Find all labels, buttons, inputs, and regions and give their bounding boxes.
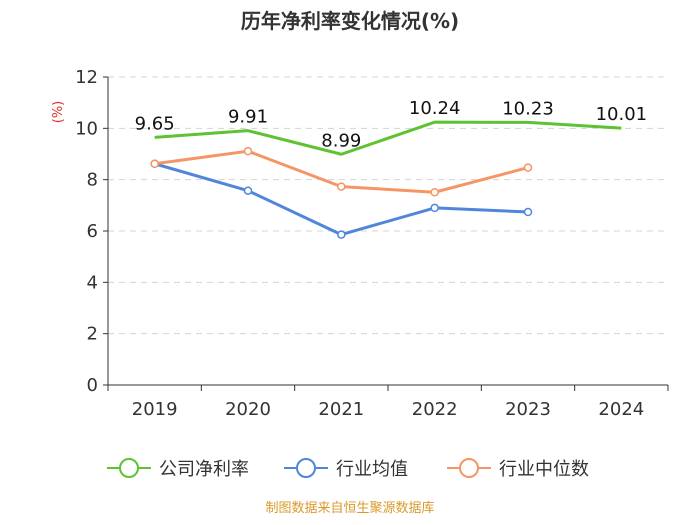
axes: 0 2 4 6 8 10 12 2019 2020 2021 2022 2023 2024 [75, 67, 669, 420]
y-tick-label-8: 8 [87, 170, 98, 191]
x-tick-label-2024: 2024 [598, 399, 644, 420]
point-2-2021[interactable] [337, 182, 346, 191]
point-1-2022[interactable] [430, 203, 439, 213]
y-tick-label-2: 2 [87, 324, 98, 345]
point-1-2021[interactable] [337, 230, 346, 239]
data-label-0-2023: 10.23 [502, 98, 554, 119]
y-axis-unit-label: (%) [51, 101, 66, 124]
y-tick-label-6: 6 [87, 221, 98, 242]
series-lines [150, 120, 622, 239]
x-tick-label-2020: 2020 [225, 399, 271, 420]
point-1-2023[interactable] [523, 207, 533, 217]
data-labels: 9.65 9.91 8.99 10.24 10.23 10.01 [135, 98, 647, 151]
legend-item-2[interactable]: 行业中位数 [447, 458, 589, 480]
y-tick-label-4: 4 [87, 272, 98, 293]
legend-label-1: 行业均值 [336, 459, 408, 480]
legend-swatch-marker-2 [459, 458, 479, 478]
point-2-2022[interactable] [430, 187, 439, 197]
series-0 [154, 120, 622, 156]
series-line-1 [154, 162, 529, 237]
point-2-2020[interactable] [243, 146, 253, 156]
data-label-0-2022: 10.24 [409, 98, 461, 119]
data-label-0-2024: 10.01 [596, 104, 648, 125]
data-label-0-2020: 9.91 [228, 107, 268, 128]
legend-label-0: 公司净利率 [159, 459, 249, 480]
point-1-2020[interactable] [243, 186, 253, 195]
legend-item-0[interactable]: 公司净利率 [107, 458, 249, 480]
series-line-0 [154, 120, 622, 156]
x-tick-label-2023: 2023 [505, 399, 551, 420]
point-2-2023[interactable] [523, 163, 533, 172]
series-2 [150, 146, 533, 197]
legend-swatch-marker-1 [296, 458, 316, 478]
x-tick-label-2019: 2019 [132, 399, 178, 420]
y-tick-label-12: 12 [75, 67, 98, 88]
point-2-2019[interactable] [150, 159, 159, 169]
legend-label-2: 行业中位数 [499, 459, 589, 480]
gridlines [108, 76, 668, 335]
x-tick-label-2021: 2021 [318, 399, 364, 420]
x-tick-label-2022: 2022 [412, 399, 458, 420]
legend-swatch-marker-0 [119, 458, 139, 478]
chart-title: 历年净利率变化情况(%) [241, 9, 459, 33]
data-label-0-2021: 8.99 [321, 130, 361, 151]
y-tick-label-0: 0 [87, 375, 98, 396]
series-1 [150, 159, 533, 239]
y-tick-label-10: 10 [75, 118, 98, 139]
legend[interactable]: 公司净利率 行业均值 行业中位数 [107, 458, 589, 480]
source-note: 制图数据来自恒生聚源数据库 [265, 500, 434, 516]
data-label-0-2019: 9.65 [135, 113, 175, 134]
legend-item-1[interactable]: 行业均值 [284, 458, 408, 480]
